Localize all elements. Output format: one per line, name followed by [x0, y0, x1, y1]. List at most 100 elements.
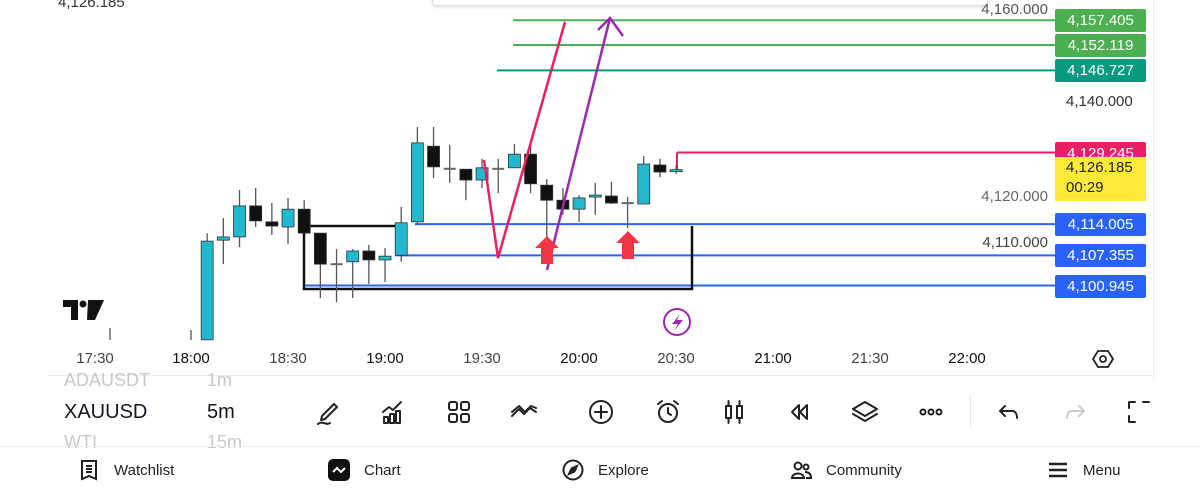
- chart-icon: [328, 459, 350, 481]
- price-tick: 4,110.000: [982, 234, 1048, 251]
- nav-label: Community: [826, 461, 902, 479]
- templates-icon[interactable]: [443, 396, 475, 428]
- divider: [48, 375, 1152, 376]
- time-tick: 17:30: [76, 350, 114, 367]
- time-tick: 21:30: [851, 350, 889, 367]
- symbol-current[interactable]: XAUUSD: [64, 401, 148, 423]
- fullscreen-icon[interactable]: [1123, 396, 1155, 428]
- nav-label: Chart: [364, 461, 401, 479]
- add-icon[interactable]: [585, 396, 617, 428]
- more-icon[interactable]: [915, 396, 947, 428]
- candle-body: [410, 142, 424, 223]
- candle-body: [216, 236, 230, 241]
- hamburger-icon: [1049, 462, 1067, 478]
- right-side-panel: [1153, 0, 1200, 380]
- price-tick: 4,120.000: [981, 188, 1048, 205]
- candle-body: [233, 205, 246, 238]
- interval-next[interactable]: 15m: [207, 432, 243, 452]
- trend-line-drawing: [482, 21, 567, 259]
- tradingview-logo-dot: [79, 300, 87, 308]
- nav-label: Menu: [1083, 461, 1121, 479]
- candle-body: [427, 145, 440, 168]
- level-price-label: 4,157.405: [1055, 9, 1146, 33]
- nav-watchlist[interactable]: Watchlist: [78, 459, 174, 481]
- candle-body: [588, 194, 602, 198]
- candle-body: [605, 195, 618, 204]
- last-price-label: 4,126.185: [58, 0, 125, 11]
- arrow-head: [597, 16, 625, 37]
- top-dropdown-panel[interactable]: [432, 0, 988, 6]
- time-tick: 20:00: [560, 350, 598, 367]
- up-arrow-marker: [616, 231, 640, 259]
- symbol-prev[interactable]: ADAUSDT: [64, 370, 151, 390]
- level-price-label: 4,107.355: [1055, 244, 1146, 268]
- candle-body: [443, 167, 456, 170]
- level-price-label: 4,152.119: [1055, 34, 1146, 58]
- time-tick: 19:00: [366, 350, 404, 367]
- time-tick: 21:00: [754, 350, 792, 367]
- level-price-label: 4,100.945: [1055, 274, 1146, 298]
- alert-icon[interactable]: [652, 396, 684, 428]
- drawing-pencil-icon[interactable]: [312, 396, 344, 428]
- candle-body: [669, 169, 683, 173]
- interval-prev[interactable]: 1m: [207, 370, 233, 390]
- candle-body: [540, 184, 554, 201]
- candle-body: [346, 250, 360, 263]
- bar-countdown: 00:29: [1066, 179, 1104, 196]
- up-arrow-marker: [535, 236, 559, 264]
- replay-icon[interactable]: [783, 396, 815, 428]
- candle-body: [637, 163, 651, 205]
- candle-body: [297, 208, 311, 234]
- lightning-icon-bolt: [672, 314, 683, 331]
- candle-body: [394, 222, 408, 256]
- nav-label: Explore: [598, 461, 649, 479]
- nav-explore[interactable]: Explore: [562, 459, 649, 481]
- redo-icon[interactable]: [1059, 396, 1091, 428]
- indicators-icon[interactable]: [377, 396, 409, 428]
- candle-body: [362, 250, 376, 261]
- candle-body: [653, 164, 667, 173]
- compass-icon: [562, 459, 584, 481]
- candle-body: [492, 167, 505, 170]
- trend-arrow-drawing: [545, 17, 612, 271]
- time-tick: 20:30: [657, 350, 695, 367]
- price-tick: 4,160.000: [981, 1, 1048, 18]
- candle-body: [281, 208, 295, 228]
- nav-chart[interactable]: Chart: [328, 459, 401, 481]
- nav-community[interactable]: Community: [790, 459, 902, 481]
- level-price-label: 4,114.005: [1055, 213, 1146, 237]
- candle-body: [507, 153, 521, 169]
- current-price-label: 4,126.185 00:29: [1055, 157, 1146, 201]
- layers-icon[interactable]: [849, 396, 881, 428]
- candle-body: [313, 232, 327, 265]
- candle-body: [330, 263, 343, 266]
- time-tick: 18:00: [172, 350, 210, 367]
- price-chart[interactable]: [0, 0, 1200, 345]
- price-tick: 4,140.000: [1066, 93, 1133, 110]
- community-icon: [790, 461, 812, 479]
- divider: [970, 395, 971, 427]
- undo-icon[interactable]: [993, 396, 1025, 428]
- current-price: 4,126.185: [1066, 159, 1133, 176]
- time-tick: 18:30: [269, 350, 307, 367]
- rectangle-drawing: [302, 224, 694, 291]
- candle-body: [249, 205, 263, 222]
- watchlist-icon: [81, 460, 97, 481]
- candle-body: [265, 221, 279, 227]
- candle-body: [200, 240, 214, 341]
- bottom-nav: Watchlist Chart Explore Community Menu: [0, 446, 1200, 495]
- candle-body: [621, 202, 634, 205]
- tradingview-logo: [63, 300, 104, 320]
- symbol-next[interactable]: WTI: [64, 432, 97, 452]
- candle-type-icon[interactable]: [718, 396, 750, 428]
- chart-settings-icon[interactable]: [1091, 348, 1115, 375]
- compare-icon[interactable]: [508, 396, 540, 428]
- level-price-label: 4,146.727: [1055, 59, 1146, 83]
- nav-label: Watchlist: [114, 461, 175, 479]
- nav-menu[interactable]: Menu: [1047, 459, 1121, 481]
- candle-body: [378, 255, 392, 261]
- interval-current[interactable]: 5m: [207, 401, 235, 423]
- candle-body: [459, 168, 473, 181]
- candle-body: [572, 197, 586, 210]
- time-tick: 19:30: [463, 350, 501, 367]
